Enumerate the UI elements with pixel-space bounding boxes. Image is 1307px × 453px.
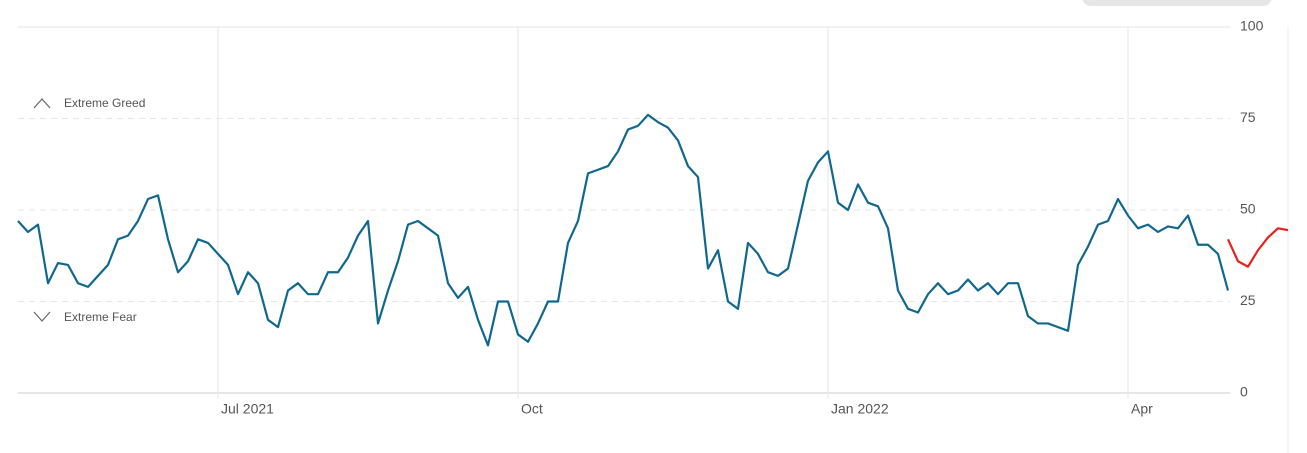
y-tick-label: 50 — [1240, 201, 1256, 217]
range-toggle[interactable] — [1082, 0, 1272, 6]
y-tick-label: 100 — [1240, 18, 1264, 34]
series-line — [17, 113, 1230, 347]
y-tick-label: 75 — [1240, 109, 1256, 125]
x-tick-label: Oct — [521, 401, 543, 417]
x-tick-label: Jul 2021 — [221, 401, 274, 417]
x-tick-label: Jan 2022 — [831, 401, 889, 417]
annotation: Extreme Greed — [64, 96, 145, 110]
y-tick-label: 25 — [1240, 292, 1256, 308]
annotation: Extreme Fear — [64, 310, 137, 324]
x-tick-label: Apr — [1131, 401, 1153, 417]
fear-chevron — [33, 311, 51, 322]
series-line — [1226, 227, 1289, 268]
y-tick-label: 0 — [1240, 384, 1248, 400]
greed-chevron — [33, 98, 51, 109]
